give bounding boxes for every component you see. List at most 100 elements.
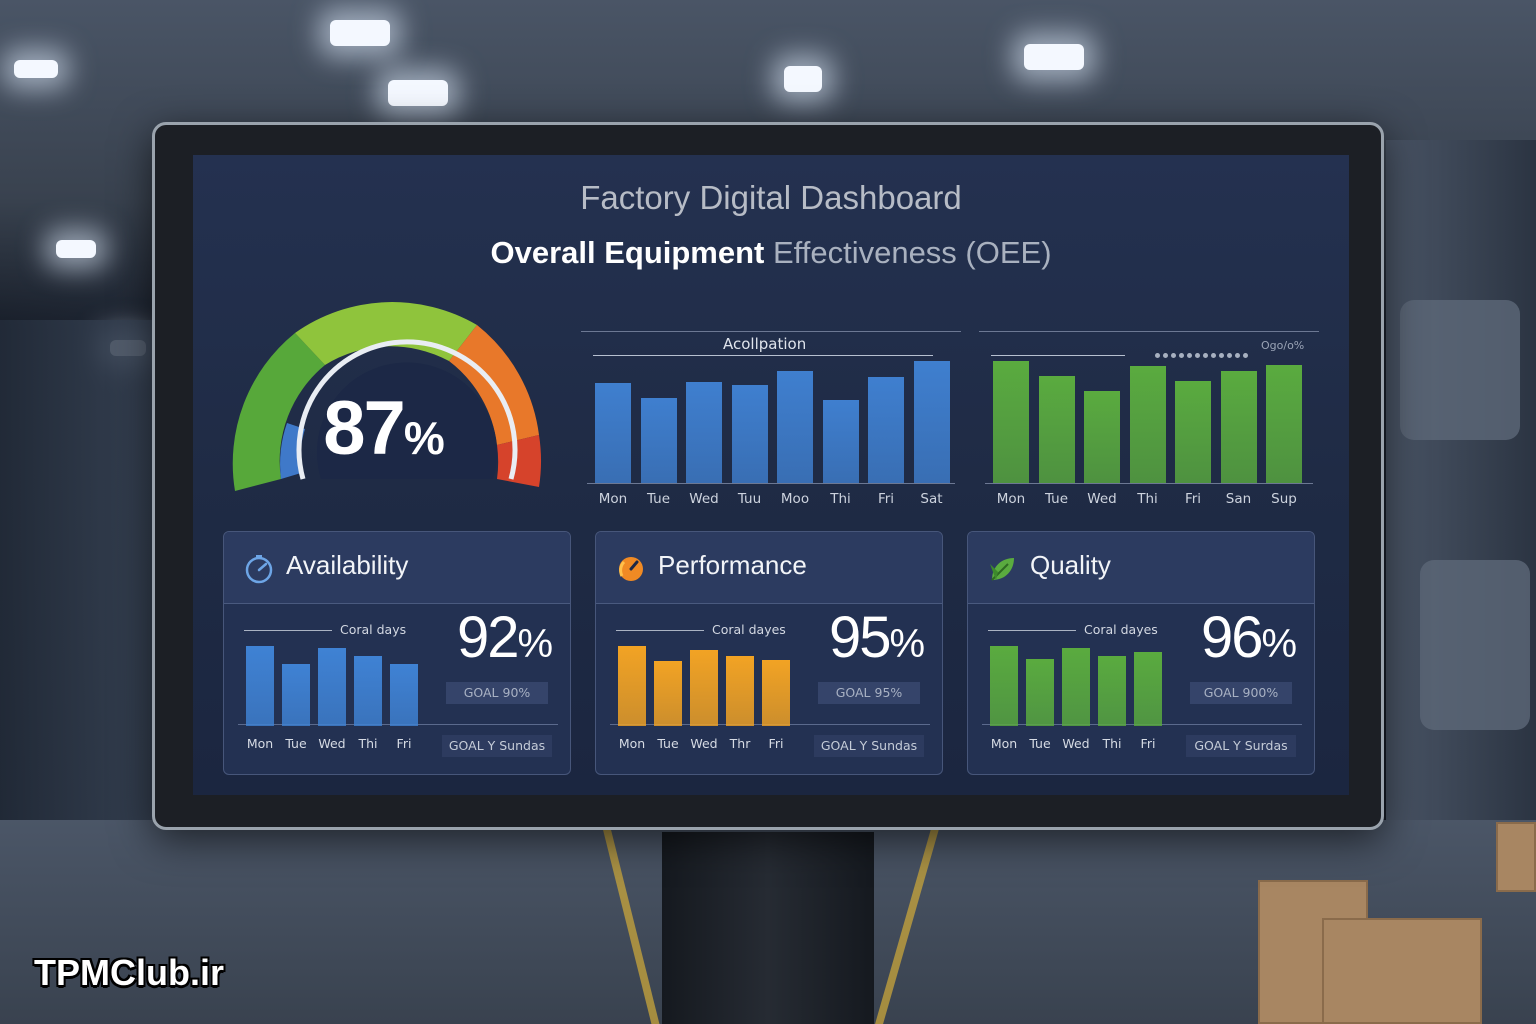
card-chart-bar <box>1134 652 1162 726</box>
quality-card: Quality Coral dayes 96% GOAL 900% GOAL Y… <box>967 531 1315 775</box>
chart-bar <box>1220 371 1257 483</box>
kpi-value-unit: % <box>1261 622 1297 666</box>
chart-bar <box>595 383 631 483</box>
chart-marker-dot <box>1227 353 1232 358</box>
gauge-segment-red <box>497 435 542 487</box>
chart-day-label: Fri <box>877 491 895 507</box>
dashboard-subtitle: Overall Equipment Effectiveness (OEE) <box>193 235 1349 271</box>
chart-day-label: Fri <box>1184 491 1202 507</box>
card-day-label: Thr <box>729 736 751 751</box>
chart-marker-dot <box>1155 353 1160 358</box>
cardboard-box <box>1322 918 1482 1024</box>
ceiling-lamp <box>1024 44 1084 70</box>
card-chart-bar <box>1098 656 1126 726</box>
card-title: Availability <box>286 550 409 580</box>
card-title: Performance <box>658 550 807 580</box>
chart-day-label: Thi <box>1137 491 1158 507</box>
chart-marker-dot <box>1219 353 1224 358</box>
card-day-label: Thi <box>1102 736 1122 751</box>
kpi-value: 96% <box>1178 604 1314 671</box>
chart-day-label: Moo <box>780 491 810 507</box>
goal-days-label: Coral dayes <box>712 622 786 637</box>
gauge-segment-green <box>232 333 325 491</box>
oee-value: 87% <box>293 385 473 472</box>
availability-card: Availability Coral days 92% GOAL 90% GOA… <box>223 531 571 775</box>
cardboard-box <box>1496 822 1536 892</box>
card-chart-bar <box>246 646 274 726</box>
chart-bar <box>913 361 950 483</box>
gauge-segment-lightgreen <box>295 302 477 365</box>
card-day-label: Fri <box>768 736 784 751</box>
chart-marker-dot <box>1163 353 1168 358</box>
machine <box>1400 300 1520 440</box>
speed-icon <box>619 557 643 581</box>
chart-bar <box>1084 391 1120 483</box>
card-day-label: Thi <box>358 736 378 751</box>
chart-day-label: Tue <box>646 491 671 507</box>
chart-bar <box>731 385 768 483</box>
card-day-label: Fri <box>396 736 412 751</box>
chart-day-label: Thi <box>830 491 851 507</box>
goal-days-line <box>616 630 704 631</box>
chart-corner-label: Ogo/o% <box>1261 339 1305 352</box>
card-day-label: Tue <box>285 736 307 751</box>
watermark-logo: TPMClub.ir <box>34 952 224 993</box>
goal-badge: GOAL 900% <box>1190 682 1292 704</box>
leaf-icon <box>990 558 1014 581</box>
card-title: Quality <box>1030 550 1111 580</box>
goal-badge: GOAL 90% <box>446 682 548 704</box>
ceiling-lamp <box>784 66 822 92</box>
chart-day-label: Sat <box>920 491 943 507</box>
chart-bar <box>640 398 677 483</box>
chart-day-label: Wed <box>689 491 719 507</box>
card-day-label: Mon <box>990 736 1018 751</box>
dashboard-screen: Factory Digital Dashboard Overall Equipm… <box>193 155 1349 795</box>
card-chart-bar <box>654 661 682 726</box>
weekly-chart-blue: Acollpation Mon Tue Wed Tuu Moo Thi Fri Sat <box>581 331 961 511</box>
card-chart-bar <box>390 664 418 726</box>
chart-marker-dot <box>1187 353 1192 358</box>
goal-days-line <box>244 630 332 631</box>
ceiling-lamp <box>388 80 448 106</box>
ceiling-lamp <box>330 20 390 46</box>
card-header: Performance <box>596 532 942 604</box>
card-chart-bar <box>282 664 310 726</box>
card-day-label: Tue <box>657 736 679 751</box>
ceiling-lamp <box>14 60 58 78</box>
goal-sunday-badge: GOAL Y Sundas <box>442 735 552 757</box>
kpi-value: 95% <box>806 604 942 671</box>
subtitle-main: Overall Equipment <box>490 235 765 270</box>
monitor-stand <box>662 832 874 1024</box>
dashboard-title: Factory Digital Dashboard <box>580 179 962 216</box>
card-day-label: Fri <box>1140 736 1156 751</box>
goal-days-line <box>988 630 1076 631</box>
card-chart-bar <box>318 648 346 726</box>
chart-marker-dot <box>1203 353 1208 358</box>
chart-marker-dot <box>1171 353 1176 358</box>
card-day-label: Wed <box>318 736 346 751</box>
chart-day-label: Tue <box>1044 491 1069 507</box>
card-chart-bar <box>762 660 790 726</box>
card-day-label: Wed <box>690 736 718 751</box>
chart-bar <box>1266 365 1302 483</box>
display-monitor: Factory Digital Dashboard Overall Equipm… <box>152 122 1384 830</box>
shelving-left <box>0 320 160 840</box>
kpi-value-unit: % <box>517 622 553 666</box>
goal-sunday-badge: GOAL Y Sundas <box>814 735 924 757</box>
ceiling-lamp <box>56 240 96 258</box>
chart-label: Acollpation <box>723 335 807 353</box>
oee-value-unit: % <box>403 412 445 464</box>
card-header: Quality <box>968 532 1314 604</box>
chart-day-label: Sup <box>1271 491 1297 507</box>
kpi-value-number: 92 <box>456 605 519 670</box>
card-header: Availability <box>224 532 570 604</box>
chart-bar <box>777 371 813 483</box>
kpi-value-number: 96 <box>1200 605 1263 670</box>
chart-arrow-line <box>593 355 933 356</box>
chart-bar <box>822 400 859 483</box>
card-chart-bar <box>618 646 646 726</box>
oee-value-number: 87 <box>323 386 406 471</box>
machine <box>1420 560 1530 730</box>
chart-marker-dot <box>1235 353 1240 358</box>
